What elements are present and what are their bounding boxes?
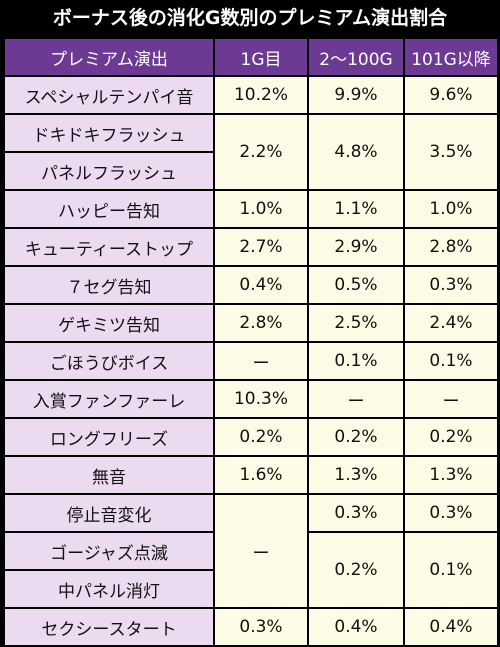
- value-101g: ー: [403, 379, 499, 419]
- value-2-100g: ー: [307, 379, 405, 419]
- value-1g: ー: [213, 341, 309, 381]
- value-101g: 1.3%: [403, 455, 499, 495]
- row-label: ７セグ告知: [3, 265, 215, 305]
- value-1g: 0.3%: [213, 607, 309, 647]
- value-101g: 3.5%: [403, 113, 499, 191]
- value-1g: 0.2%: [213, 417, 309, 457]
- value-1g: 2.8%: [213, 303, 309, 343]
- table-row: ドキドキフラッシュ 2.2% 4.8% 3.5%: [3, 113, 499, 191]
- header-row: プレミアム演出 1G目 2〜100G 101G以降: [3, 37, 499, 77]
- value-101g: 0.1%: [403, 341, 499, 381]
- value-1g: 2.7%: [213, 227, 309, 267]
- table-row: スペシャルテンパイ音 10.2% 9.9% 9.6%: [3, 75, 499, 115]
- value-2-100g: 9.9%: [307, 75, 405, 115]
- table-row: 無音 1.6% 1.3% 1.3%: [3, 455, 499, 495]
- value-1g: 2.2%: [213, 113, 309, 191]
- value-2-100g: 0.1%: [307, 341, 405, 381]
- value-1g: 10.2%: [213, 75, 309, 115]
- row-label: 無音: [3, 455, 215, 495]
- table-row: パネルフラッシュ: [3, 151, 498, 191]
- row-label: ごほうびボイス: [3, 341, 215, 381]
- value-2-100g: 1.3%: [307, 455, 405, 495]
- table-row: ゲキミツ告知 2.8% 2.5% 2.4%: [3, 303, 499, 343]
- value-101g: 0.3%: [403, 493, 499, 533]
- value-101g: 0.3%: [403, 265, 499, 305]
- row-label: パネルフラッシュ: [3, 151, 215, 191]
- table-row: キューティーストップ 2.7% 2.9% 2.8%: [3, 227, 499, 267]
- row-label: ゲキミツ告知: [3, 303, 215, 343]
- row-label: キューティーストップ: [3, 227, 215, 267]
- table-row: ハッピー告知 1.0% 1.1% 1.0%: [3, 189, 499, 229]
- value-1g: 1.0%: [213, 189, 309, 229]
- row-label: セクシースタート: [3, 607, 215, 647]
- row-label: ロングフリーズ: [3, 417, 215, 457]
- header-101g: 101G以降: [403, 37, 499, 77]
- figure-title: ボーナス後の消化G数別のプレミアム演出割合: [52, 7, 448, 29]
- table-row: ごほうびボイス ー 0.1% 0.1%: [3, 341, 499, 381]
- header-effect: プレミアム演出: [3, 37, 215, 77]
- table-row: 中パネル消灯: [3, 569, 498, 609]
- value-2-100g: 0.4%: [307, 607, 405, 647]
- row-label: ドキドキフラッシュ: [3, 113, 215, 153]
- value-101g: 1.0%: [403, 189, 499, 229]
- value-2-100g: 0.2%: [307, 417, 405, 457]
- value-101g: 9.6%: [403, 75, 499, 115]
- row-label: 停止音変化: [3, 493, 215, 533]
- value-101g: 0.4%: [403, 607, 499, 647]
- table-row: ７セグ告知 0.4% 0.5% 0.3%: [3, 265, 499, 305]
- table-row: 停止音変化 ー 0.3% 0.3%: [3, 493, 499, 609]
- row-label: ゴージャズ点滅: [3, 531, 215, 571]
- value-1g: 1.6%: [213, 455, 309, 495]
- value-101g: 0.1%: [403, 531, 499, 609]
- table-row: セクシースタート 0.3% 0.4% 0.4%: [3, 607, 499, 647]
- value-1g: ー: [213, 493, 309, 609]
- header-1g: 1G目: [213, 37, 309, 77]
- table-row: ロングフリーズ 0.2% 0.2% 0.2%: [3, 417, 499, 457]
- value-2-100g: 0.3%: [307, 493, 405, 533]
- row-label: ハッピー告知: [3, 189, 215, 229]
- value-1g: 10.3%: [213, 379, 309, 419]
- value-2-100g: 1.1%: [307, 189, 405, 229]
- row-label: 入賞ファンファーレ: [3, 379, 215, 419]
- premium-effects-table: プレミアム演出 1G目 2〜100G 101G以降 スペシャルテンパイ音 10.…: [3, 37, 499, 647]
- header-2-100g: 2〜100G: [307, 37, 405, 77]
- table-row: ゴージャズ点滅 0.2% 0.1%: [3, 531, 499, 609]
- row-label: スペシャルテンパイ音: [3, 75, 215, 115]
- row-label: 中パネル消灯: [3, 569, 215, 609]
- value-101g: 0.2%: [403, 417, 499, 457]
- table-row: 入賞ファンファーレ 10.3% ー ー: [3, 379, 499, 419]
- value-101g: 2.4%: [403, 303, 499, 343]
- value-2-100g: 0.5%: [307, 265, 405, 305]
- value-2-100g: 0.2%: [307, 531, 405, 609]
- value-2-100g: 2.5%: [307, 303, 405, 343]
- value-101g: 2.8%: [403, 227, 499, 267]
- value-2-100g: 2.9%: [307, 227, 405, 267]
- value-1g: 0.4%: [213, 265, 309, 305]
- value-2-100g: 4.8%: [307, 113, 405, 191]
